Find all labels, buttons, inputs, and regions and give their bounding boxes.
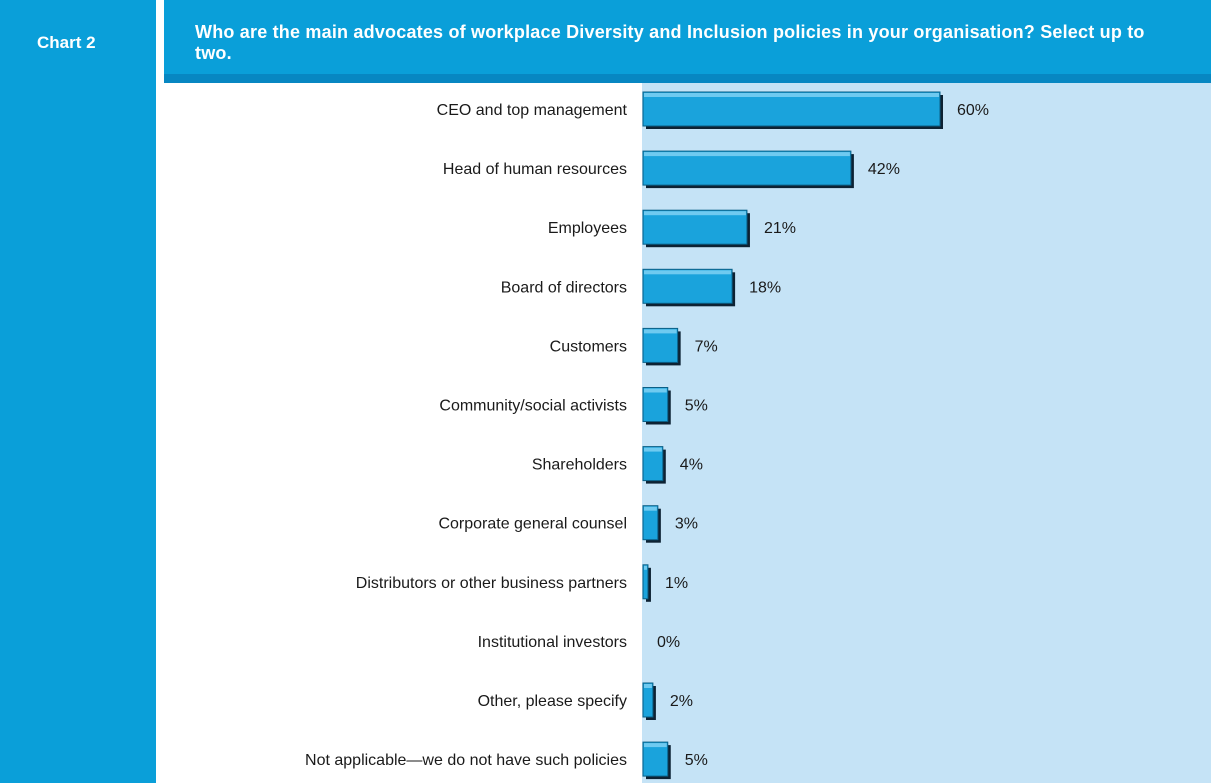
bar [642,741,669,777]
bar [642,682,654,718]
bar-highlight [644,329,677,334]
bar [642,150,852,186]
side-band [0,0,156,783]
value-label: 21% [764,220,796,237]
category-label: Community/social activists [439,398,627,415]
category-label: Other, please specify [478,693,627,710]
category-label: Corporate general counsel [438,516,627,533]
bar [642,564,649,600]
value-label: 0% [657,634,680,651]
category-label: Distributors or other business partners [356,575,627,592]
value-label: 2% [670,693,693,710]
value-label: 5% [685,752,708,769]
value-label: 60% [957,102,989,119]
value-label: 4% [680,457,703,474]
bar [642,505,659,541]
value-label: 7% [695,338,718,355]
value-label: 3% [675,516,698,533]
bar [642,446,664,482]
bar-highlight [644,447,662,452]
bar [642,327,679,363]
value-label: 5% [685,398,708,415]
category-label: Employees [548,220,627,237]
category-label: Shareholders [532,457,627,474]
value-label: 1% [665,575,688,592]
bar-highlight [644,565,647,570]
bar-highlight [644,211,746,216]
category-label: Customers [550,338,627,355]
title-header [164,0,1211,74]
bar-highlight [644,152,850,157]
bar-highlight [644,388,667,393]
category-label: CEO and top management [437,102,628,119]
value-label: 42% [868,161,900,178]
plot-area [642,83,1211,783]
bar [642,268,733,304]
bar [642,209,748,245]
header-stripe [164,74,1211,83]
bar-highlight [644,506,657,511]
category-label: Head of human resources [443,161,627,178]
bar [642,91,941,127]
bar-highlight [644,684,652,688]
category-label: Board of directors [501,279,627,296]
bar [642,387,669,422]
bar-highlight [644,743,667,748]
bar-shadow [646,567,651,602]
category-label: Institutional investors [478,634,627,651]
bar-highlight [644,93,939,97]
bar-highlight [644,270,732,275]
value-label: 18% [749,279,781,296]
chart-title: Who are the main advocates of workplace … [195,22,1145,63]
chart-number-label: Chart 2 [37,33,96,52]
category-label: Not applicable—we do not have such polic… [305,752,627,769]
